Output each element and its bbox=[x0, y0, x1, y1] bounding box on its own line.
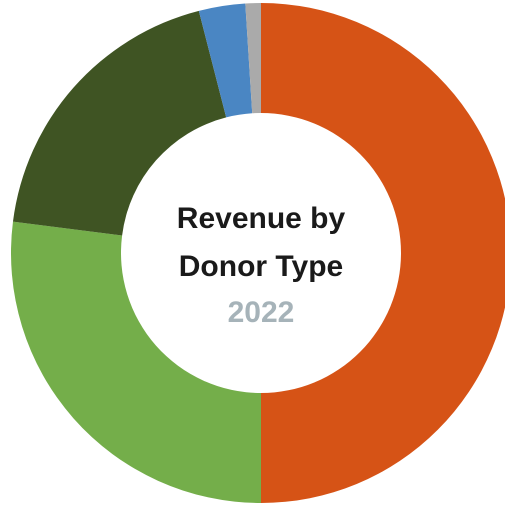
donut-segment bbox=[198, 3, 253, 118]
donut-segment bbox=[261, 3, 505, 503]
chart-title: Revenue by Donor Type bbox=[176, 202, 346, 283]
donut-segment bbox=[245, 3, 261, 114]
center-label: Revenue by Donor Type 2022 bbox=[141, 195, 381, 335]
donut-segment bbox=[10, 221, 261, 503]
chart-subtitle: 2022 bbox=[227, 296, 295, 329]
donut-segment bbox=[12, 10, 227, 236]
